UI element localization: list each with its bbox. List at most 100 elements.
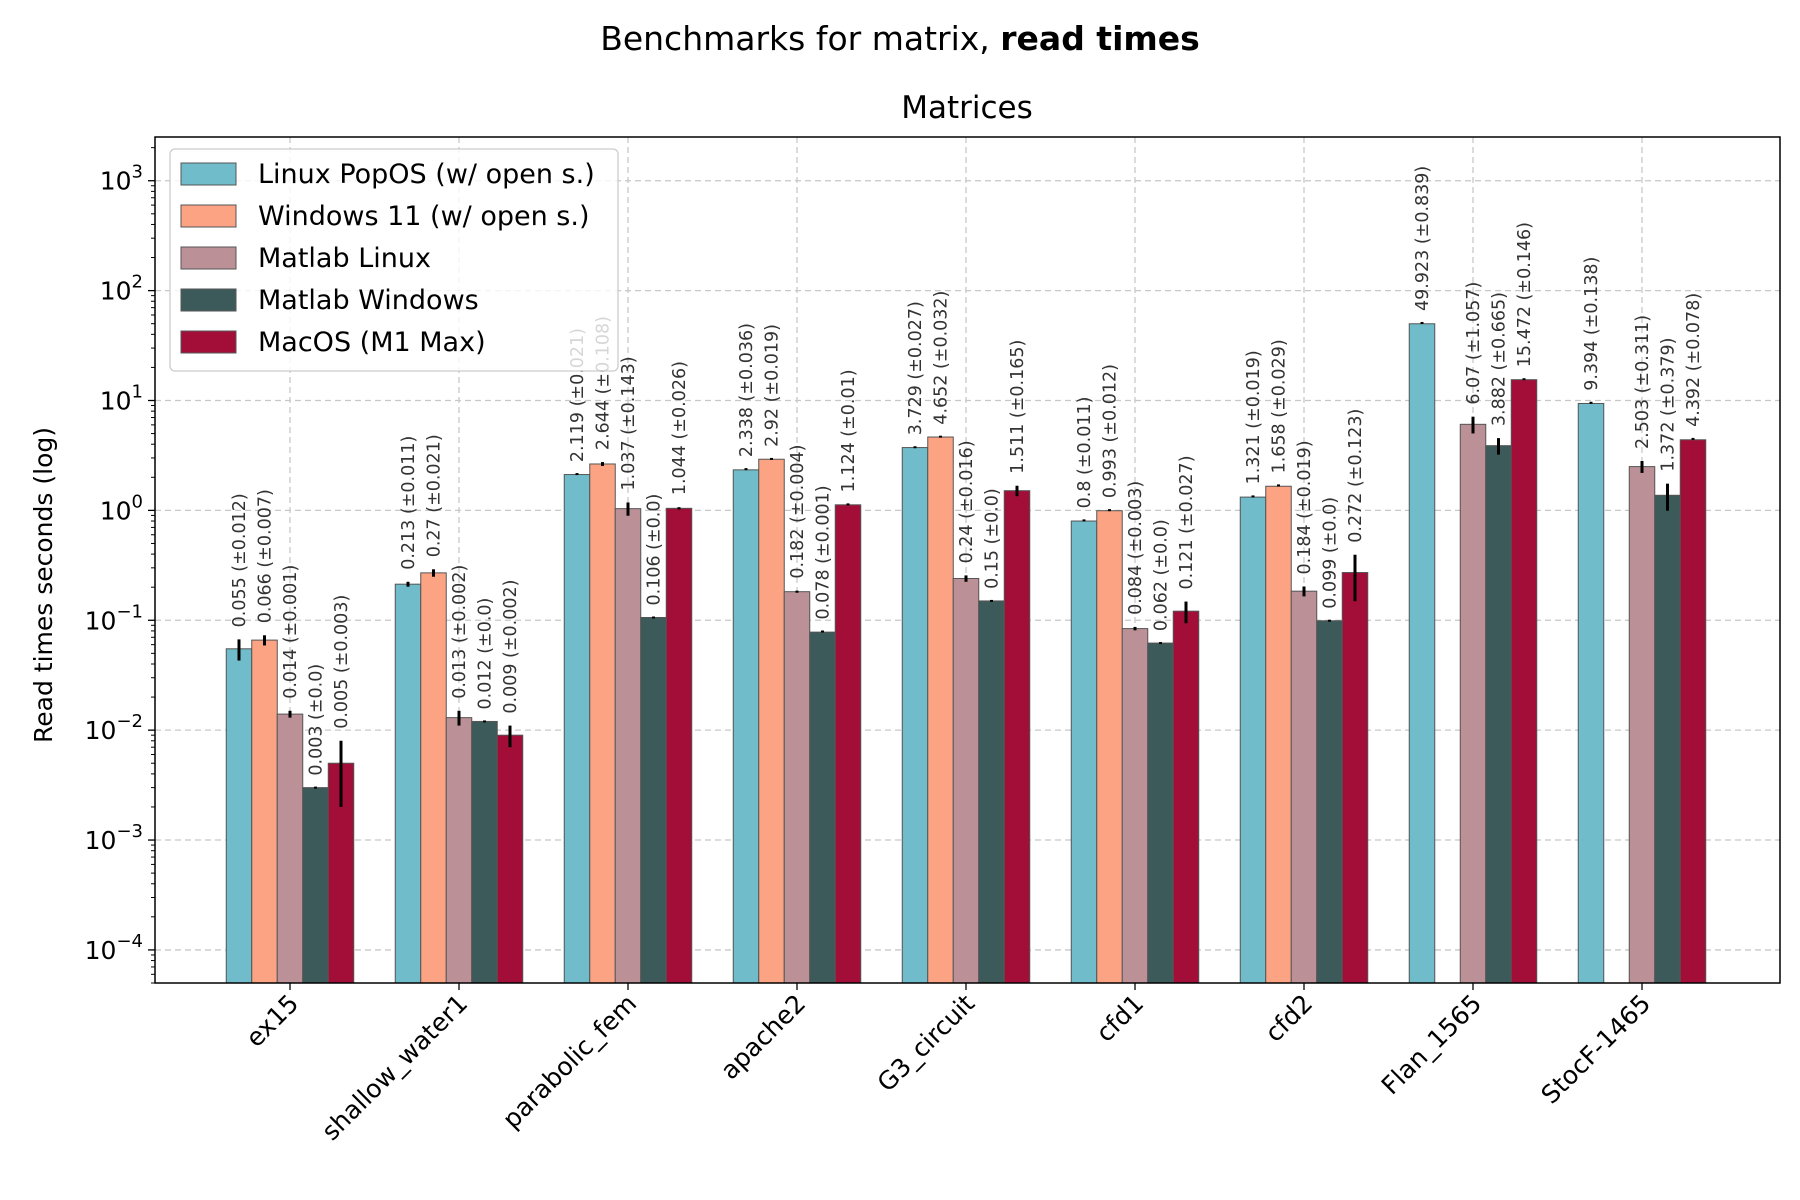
bar-value-label: 0.993 (±0.012) bbox=[1101, 364, 1121, 498]
bar-value-label: 0.213 (±0.011) bbox=[399, 436, 419, 570]
bar bbox=[1265, 485, 1292, 984]
bar bbox=[927, 436, 954, 984]
bar bbox=[1147, 642, 1174, 984]
bar-value-label: 0.27 (±0.021) bbox=[425, 434, 445, 557]
legend-swatch bbox=[180, 288, 237, 312]
y-tick-label: 103 bbox=[100, 162, 143, 196]
x-tick-label: ex15 bbox=[240, 989, 304, 1053]
bar bbox=[758, 458, 785, 984]
bar bbox=[496, 734, 524, 984]
bar bbox=[225, 648, 253, 984]
bar bbox=[1654, 494, 1681, 984]
y-axis-label: Read times seconds (log) bbox=[29, 427, 58, 743]
y-tick-label: 10−2 bbox=[85, 711, 143, 745]
bar bbox=[471, 720, 498, 984]
y-tick-label: 101 bbox=[100, 381, 143, 415]
bar bbox=[732, 469, 760, 984]
y-tick-label: 100 bbox=[100, 491, 143, 525]
bar-value-label: 3.729 (±0.027) bbox=[906, 301, 926, 435]
bar-value-label: 1.037 (±0.143) bbox=[619, 356, 639, 490]
legend-label: Matlab Linux bbox=[258, 243, 431, 274]
y-tick-label: 10−3 bbox=[85, 821, 143, 855]
bar-value-label: 0.013 (±0.002) bbox=[450, 565, 470, 699]
bar bbox=[1510, 379, 1538, 984]
y-tick-label: 102 bbox=[100, 272, 143, 306]
bar-value-label: 1.044 (±0.026) bbox=[670, 361, 690, 495]
chart-title: Matrices bbox=[901, 90, 1033, 126]
chart-suptitle: Benchmarks for matrix, read times bbox=[600, 19, 1200, 58]
bar-value-label: 9.394 (±0.138) bbox=[1582, 257, 1602, 391]
legend-label: Linux PopOS (w/ open s.) bbox=[258, 159, 595, 190]
y-tick-label: 10−1 bbox=[85, 601, 143, 635]
bar-value-label: 0.055 (±0.012) bbox=[230, 493, 250, 627]
bar bbox=[251, 639, 278, 984]
bar bbox=[1070, 520, 1098, 984]
bar bbox=[563, 474, 591, 984]
bar bbox=[1628, 466, 1656, 984]
bar bbox=[834, 504, 862, 984]
bar-value-label: 2.338 (±0.036) bbox=[737, 323, 757, 457]
bar-value-label: 1.124 (±0.01) bbox=[839, 369, 859, 492]
bar bbox=[1172, 610, 1200, 984]
bar bbox=[589, 463, 616, 984]
y-tick-label: 10−4 bbox=[85, 931, 143, 965]
bar bbox=[1239, 496, 1267, 984]
bar-value-label: 0.062 (±0.0) bbox=[1152, 519, 1172, 631]
bar-value-label: 49.923 (±0.839) bbox=[1413, 166, 1433, 311]
x-tick-label: parabolic_fem bbox=[497, 989, 642, 1134]
x-tick-label: G3_circuit bbox=[872, 989, 981, 1098]
bar bbox=[394, 583, 422, 984]
bar bbox=[420, 572, 447, 984]
x-tick-label: cfd1 bbox=[1090, 989, 1149, 1048]
bar bbox=[783, 591, 811, 984]
bar bbox=[809, 631, 836, 984]
bar-value-label: 0.014 (±0.001) bbox=[281, 565, 301, 699]
legend-box bbox=[169, 148, 619, 372]
bar-value-label: 0.078 (±0.001) bbox=[814, 485, 834, 619]
x-tick-label: apache2 bbox=[715, 989, 811, 1085]
bar-value-label: 0.15 (±0.0) bbox=[983, 488, 1003, 589]
bar-value-label: 0.009 (±0.002) bbox=[501, 580, 521, 714]
bars bbox=[225, 321, 1707, 984]
bar bbox=[614, 508, 642, 984]
bar-value-label: 0.012 (±0.0) bbox=[476, 598, 496, 710]
bar-value-label: 0.003 (±0.0) bbox=[307, 664, 327, 776]
legend-swatch bbox=[180, 246, 237, 270]
bar bbox=[1316, 620, 1343, 984]
bar-value-label: 1.511 (±0.165) bbox=[1008, 340, 1028, 474]
bar bbox=[1290, 590, 1318, 984]
bar-value-label: 0.099 (±0.0) bbox=[1321, 497, 1341, 609]
bar-value-label: 4.652 (±0.032) bbox=[932, 291, 952, 425]
x-tick-label: StocF-1465 bbox=[1536, 989, 1657, 1110]
bar bbox=[302, 787, 329, 984]
bar-value-label: 0.084 (±0.003) bbox=[1126, 481, 1146, 615]
bar-value-label: 0.8 (±0.011) bbox=[1075, 397, 1095, 509]
bar-value-label: 0.121 (±0.027) bbox=[1177, 455, 1197, 589]
legend-swatch bbox=[180, 330, 237, 354]
bar-value-label: 4.392 (±0.078) bbox=[1684, 293, 1704, 427]
x-tick-label: cfd2 bbox=[1259, 989, 1318, 1048]
bar-value-label: 6.07 (±1.057) bbox=[1464, 282, 1484, 405]
legend-swatch bbox=[180, 204, 237, 228]
bar bbox=[978, 600, 1005, 984]
legend-label: Windows 11 (w/ open s.) bbox=[258, 201, 590, 232]
bar-value-label: 0.272 (±0.123) bbox=[1346, 409, 1366, 543]
x-tick-label: Flan_1565 bbox=[1376, 989, 1487, 1100]
bar bbox=[901, 447, 929, 984]
bar-value-label: 1.372 (±0.379) bbox=[1659, 338, 1679, 472]
bar-value-label: 1.658 (±0.029) bbox=[1270, 339, 1290, 473]
bar-value-label: 15.472 (±0.146) bbox=[1515, 222, 1535, 367]
bar bbox=[1003, 490, 1031, 984]
legend-swatch bbox=[180, 162, 237, 186]
bar bbox=[1485, 445, 1512, 984]
bar-value-label: 1.321 (±0.019) bbox=[1244, 350, 1264, 484]
bar-value-label: 0.066 (±0.007) bbox=[256, 489, 276, 623]
x-tick-label: shallow_water1 bbox=[316, 989, 473, 1146]
bar bbox=[640, 616, 667, 984]
bar-value-label: 2.503 (±0.311) bbox=[1633, 315, 1653, 449]
bar bbox=[1459, 423, 1487, 984]
legend: Linux PopOS (w/ open s.) Windows 11 (w/ o… bbox=[169, 148, 619, 372]
bar bbox=[1096, 510, 1123, 984]
legend-label: MacOS (M1 Max) bbox=[258, 327, 486, 358]
